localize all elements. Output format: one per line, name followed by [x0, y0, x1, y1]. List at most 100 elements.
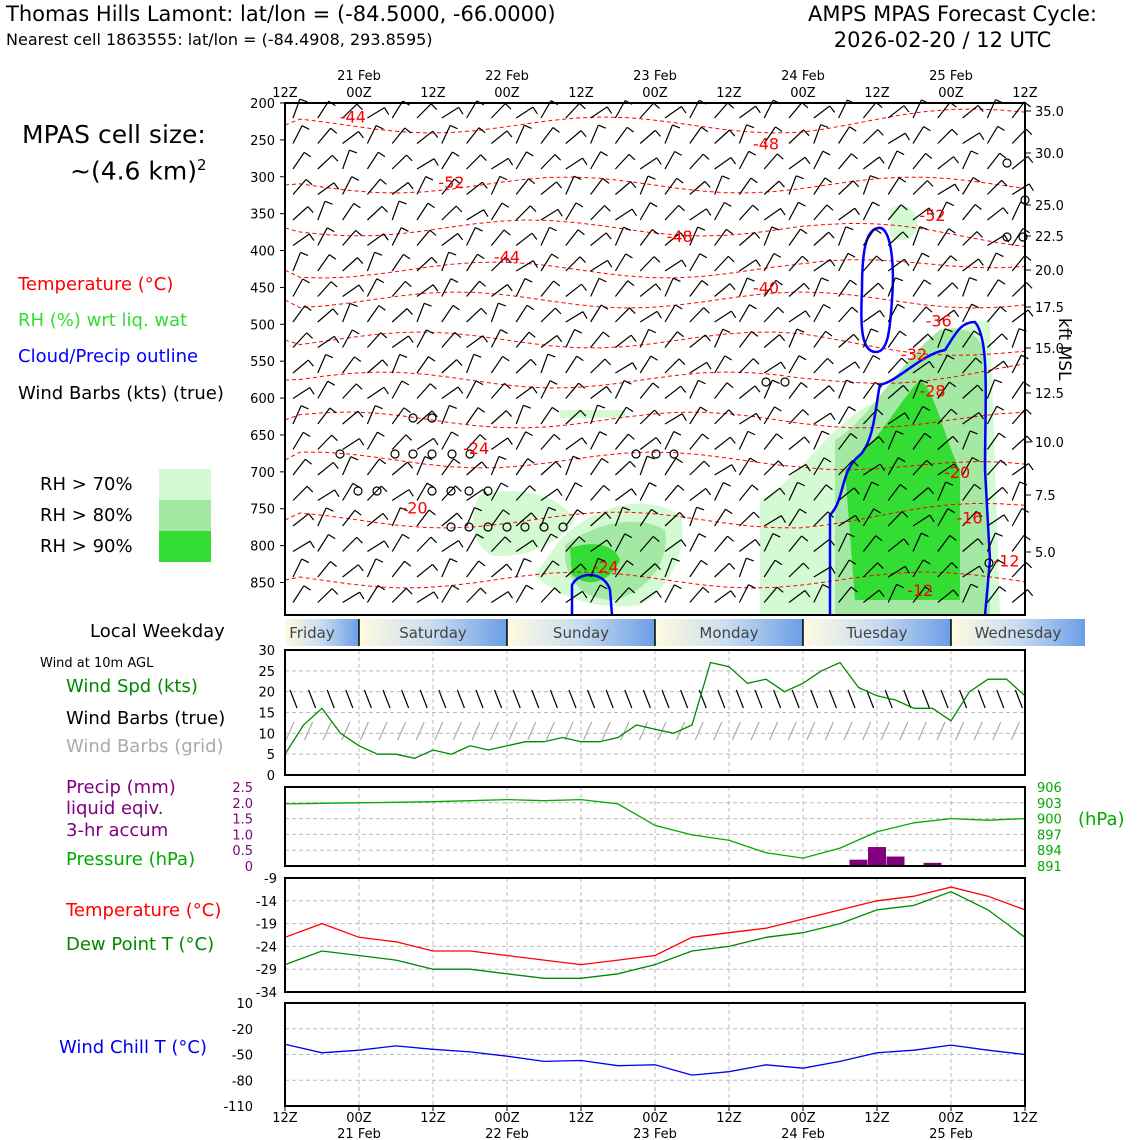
wind-barb-flag — [779, 334, 786, 342]
wind-barb — [1011, 463, 1029, 476]
calm-circle — [372, 486, 382, 496]
pressure-tick-label: 894 — [1037, 844, 1062, 859]
wind-barb — [391, 201, 400, 221]
wind-barb — [292, 513, 310, 527]
wind-barb — [738, 124, 748, 144]
wind-barb-flag — [423, 302, 432, 307]
wind-barb-flag — [849, 279, 857, 286]
wind-barb-flag — [605, 512, 612, 519]
wind-barb — [391, 507, 401, 527]
wind-barb — [490, 256, 507, 272]
time-tick-label-bottom: 00Z — [346, 1111, 372, 1126]
wind-barb — [614, 153, 630, 170]
wind-barb-flag — [829, 259, 836, 267]
wind-barb — [565, 536, 580, 552]
wind-barb — [986, 532, 996, 552]
wind10m-barb-grid — [955, 721, 965, 741]
wind-barb — [788, 282, 805, 297]
wind-barb — [590, 304, 602, 323]
wind-barb — [714, 228, 727, 246]
wind-barb-flag — [477, 253, 485, 260]
wind-barb — [317, 201, 326, 221]
wind-barb-flag — [528, 331, 536, 338]
wind-barb — [739, 538, 756, 552]
wind-barb-flag — [623, 226, 632, 232]
wind-barb-flag — [574, 328, 583, 334]
wind-barb-flag — [978, 412, 985, 420]
wind-tick-label: 30 — [258, 644, 275, 659]
wind-barb-flag — [458, 107, 464, 115]
wind-barb-flag — [554, 587, 561, 594]
wind-barb-flag — [309, 387, 315, 395]
wind-barb-flag — [424, 456, 433, 461]
wind-barb — [466, 227, 476, 246]
wind-barb-flag — [925, 152, 933, 159]
wind-barb — [838, 487, 855, 501]
wind-barb-flag — [503, 229, 511, 236]
wind-barb-flag — [979, 132, 985, 141]
wind-barb — [590, 385, 607, 399]
wind-barb-flag — [995, 252, 1004, 258]
wind-barb — [466, 380, 477, 399]
wind-barb — [714, 355, 726, 374]
wind-barb-flag — [308, 233, 315, 241]
wind-barb-flag — [379, 458, 387, 465]
wind-barb-flag — [552, 127, 560, 133]
wind-barb — [714, 436, 731, 450]
legend-rh80-label: RH > 80% — [40, 505, 133, 526]
wind-barb — [986, 459, 1002, 476]
isotherm-label: -28 — [919, 382, 945, 401]
wind-barb — [590, 205, 605, 221]
wind-barb — [788, 482, 798, 501]
wind-barb-flag — [524, 277, 533, 283]
wind-barb-flag — [578, 536, 586, 543]
pressure-tick-label: 450 — [250, 281, 275, 296]
wind-barb — [689, 487, 707, 501]
isotherm-label: -40 — [753, 278, 779, 297]
wind-barb — [887, 132, 906, 145]
wind-barb — [863, 310, 881, 323]
wind-barb — [862, 481, 873, 501]
wind-barb-flag — [481, 181, 488, 189]
wind-barb — [887, 584, 898, 603]
wind-barb — [788, 589, 806, 603]
wind-barb-flag — [1002, 207, 1009, 215]
wind10m-barb-true — [754, 689, 763, 709]
wind-barb-flag — [524, 124, 532, 130]
wind-barb — [813, 330, 827, 348]
wind-barb-flag — [1024, 408, 1032, 415]
wind-barb — [416, 536, 432, 552]
wind-barb — [962, 204, 976, 221]
wind-barb — [862, 562, 878, 578]
wind-barb-flag — [696, 506, 705, 511]
wind10m-barb-grid — [992, 721, 1002, 741]
wind-barb — [763, 226, 773, 246]
wind-barb-flag — [349, 149, 358, 154]
precip-tick-label: 2.5 — [232, 781, 253, 796]
wind10m-barb-grid — [601, 721, 611, 741]
wind-barb — [317, 182, 335, 195]
wind-barb-flag — [504, 536, 512, 543]
wind-barb-flag — [450, 278, 459, 283]
wind-barb-flag — [922, 559, 931, 565]
wind-barb — [788, 328, 798, 348]
wind-barb-flag — [403, 407, 411, 414]
wind-barb-flag — [780, 515, 786, 523]
wind-barb-flag — [946, 354, 955, 360]
wind-barb — [515, 205, 531, 221]
wind-barb — [441, 431, 453, 450]
cloud-outline — [828, 320, 992, 616]
location-title: Thomas Hills Lamont: lat/lon = (-84.5000… — [6, 2, 556, 26]
wind-barb-flag — [356, 103, 363, 111]
wind-barb-flag — [697, 379, 706, 385]
wind-barb-flag — [330, 281, 338, 288]
wind-barb-flag — [878, 156, 885, 164]
wind-barb-flag — [674, 304, 683, 310]
wind-barb — [664, 204, 680, 221]
wind-barb — [639, 563, 656, 578]
wind-barb — [1011, 101, 1025, 119]
wind-barb-flag — [729, 436, 736, 444]
wind-barb — [540, 280, 555, 297]
wind-barb — [565, 157, 583, 170]
wind-barb-flag — [730, 157, 737, 165]
